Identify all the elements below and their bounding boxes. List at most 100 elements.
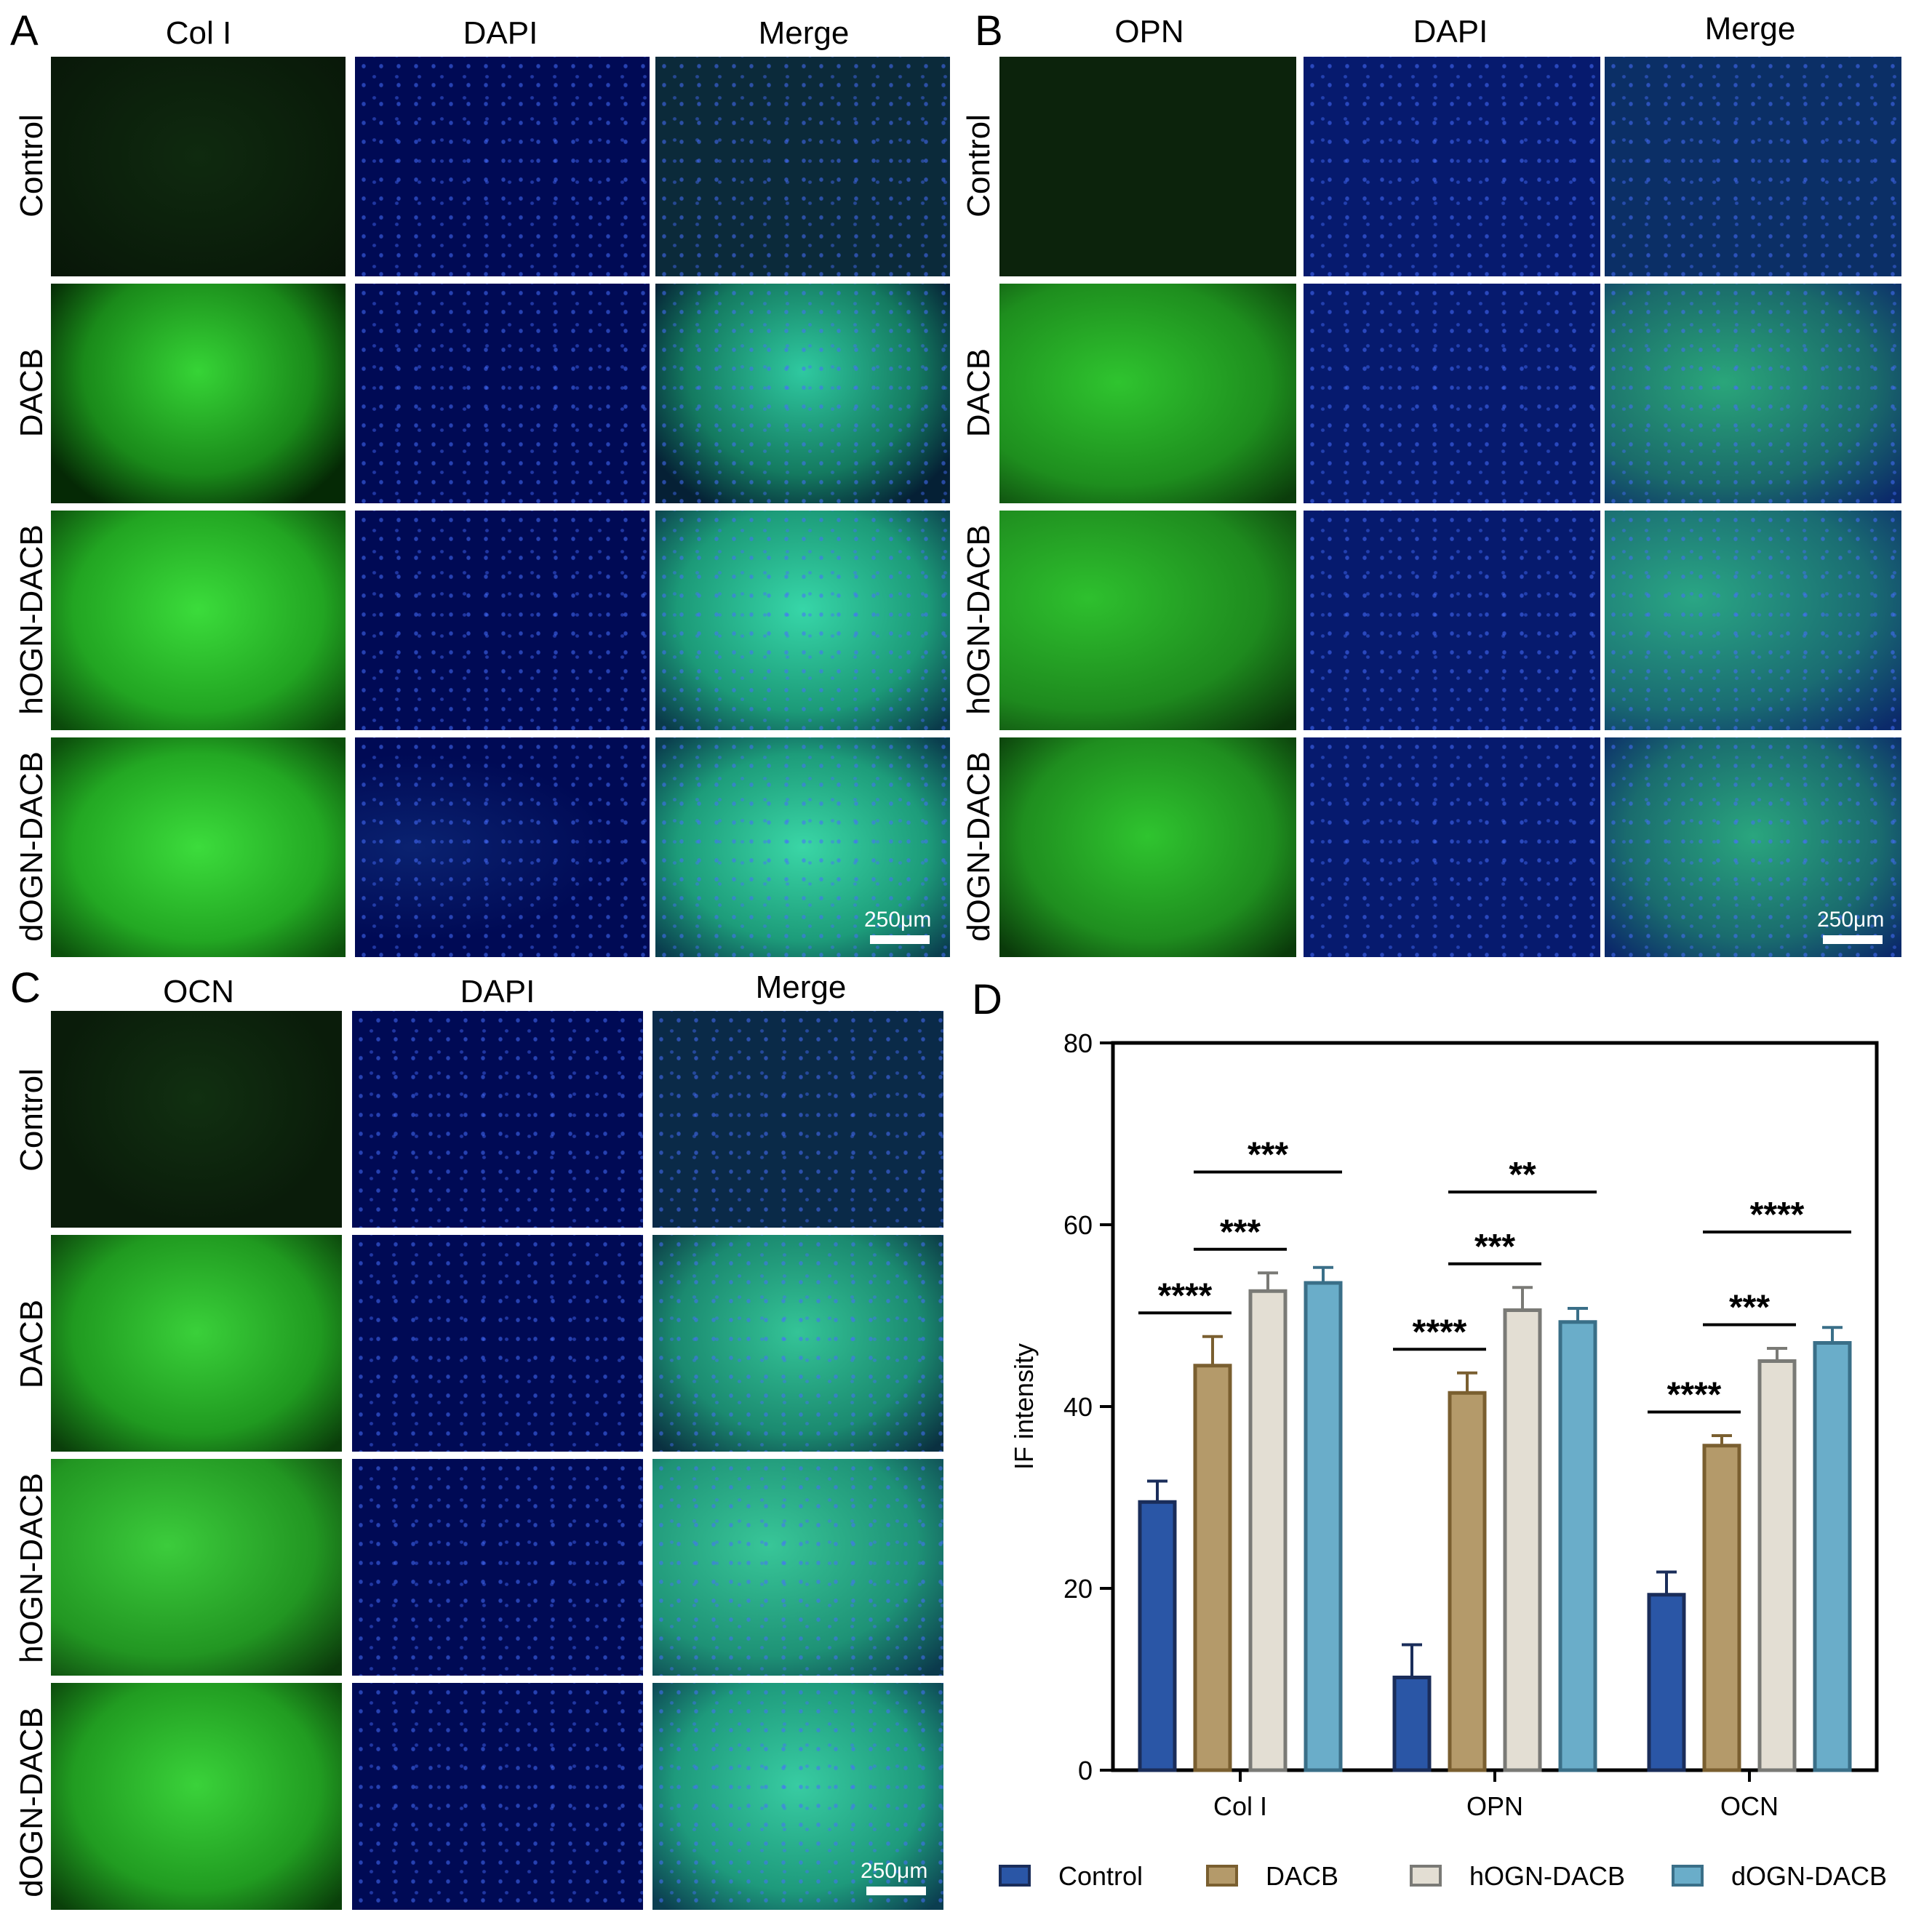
significance-label-4: *** bbox=[1474, 1228, 1515, 1266]
col-label-a-2: DAPI bbox=[463, 15, 538, 51]
image-b-merge-control bbox=[1605, 57, 1901, 276]
significance-label-1: *** bbox=[1220, 1213, 1261, 1252]
col-label-b-1: OPN bbox=[1114, 14, 1184, 49]
bar-0-1 bbox=[1392, 1676, 1432, 1772]
scale-bar-c-line bbox=[866, 1887, 926, 1895]
image-b-dapi-hogn bbox=[1304, 511, 1600, 730]
scale-bar-c-label: 250μm bbox=[861, 1859, 928, 1883]
image-c-dapi-hogn bbox=[352, 1459, 643, 1676]
image-b-opn-control bbox=[999, 57, 1296, 276]
panel-letter-c: C bbox=[10, 964, 41, 1012]
panel-letter-d: D bbox=[972, 976, 1002, 1023]
image-a-dapi-hogn bbox=[355, 511, 650, 730]
col-label-a-1: Col I bbox=[165, 15, 232, 51]
row-label-b-1: Control bbox=[961, 114, 997, 217]
y-tick-label-0: 0 bbox=[1078, 1756, 1093, 1785]
col-label-b-2: DAPI bbox=[1413, 14, 1488, 49]
image-a-dapi-dacb bbox=[355, 284, 650, 503]
row-label-b-4: dOGN-DACB bbox=[961, 751, 997, 942]
image-c-dapi-dogn bbox=[352, 1683, 643, 1910]
image-c-merge-control bbox=[652, 1011, 943, 1228]
image-a-merge-dogn bbox=[655, 737, 950, 957]
row-label-a-2: DACB bbox=[14, 348, 49, 438]
image-b-opn-hogn bbox=[999, 511, 1296, 730]
y-tick-label-2: 40 bbox=[1063, 1392, 1093, 1422]
image-c-dapi-dacb bbox=[352, 1235, 643, 1452]
legend-swatch-3 bbox=[1672, 1865, 1704, 1887]
x-tick-label-2: OCN bbox=[1720, 1791, 1779, 1821]
image-a-merge-dacb bbox=[655, 284, 950, 503]
significance-label-2: *** bbox=[1248, 1136, 1288, 1175]
bar-2-0 bbox=[1248, 1289, 1288, 1772]
image-c-ocn-dogn bbox=[51, 1683, 342, 1910]
row-label-c-2: DACB bbox=[14, 1299, 49, 1389]
legend-label-0: Control bbox=[1058, 1861, 1143, 1891]
image-a-dapi-dogn bbox=[355, 737, 650, 957]
row-label-c-3: hOGN-DACB bbox=[14, 1473, 49, 1663]
scale-bar-a-label: 250μm bbox=[864, 908, 932, 932]
image-b-merge-dacb bbox=[1605, 284, 1901, 503]
bar-1-2 bbox=[1702, 1444, 1741, 1772]
image-b-dapi-dacb bbox=[1304, 284, 1600, 503]
legend-swatch-1 bbox=[1206, 1865, 1238, 1887]
significance-label-7: *** bbox=[1729, 1289, 1770, 1327]
image-a-col1-dogn bbox=[51, 737, 346, 957]
legend-swatch-2 bbox=[1410, 1865, 1442, 1887]
panel-letter-b: B bbox=[975, 7, 1003, 55]
bar-0-0 bbox=[1138, 1500, 1177, 1772]
scale-bar-b-label: 250μm bbox=[1817, 908, 1885, 932]
bar-2-2 bbox=[1757, 1359, 1797, 1772]
y-tick-label-3: 60 bbox=[1063, 1210, 1093, 1240]
scale-bar-a-line bbox=[870, 935, 930, 944]
y-axis-label: IF intensity bbox=[1009, 1343, 1039, 1470]
row-label-a-3: hOGN-DACB bbox=[14, 524, 49, 715]
image-c-merge-hogn bbox=[652, 1459, 943, 1676]
image-c-merge-dogn bbox=[652, 1683, 943, 1910]
row-label-a-4: dOGN-DACB bbox=[14, 751, 49, 942]
y-tick-label-4: 80 bbox=[1063, 1028, 1093, 1058]
col-label-c-2: DAPI bbox=[460, 974, 535, 1009]
row-label-c-4: dOGN-DACB bbox=[14, 1707, 49, 1897]
row-label-b-3: hOGN-DACB bbox=[961, 524, 997, 715]
bar-1-1 bbox=[1448, 1391, 1487, 1772]
legend-swatch-0 bbox=[999, 1865, 1031, 1887]
image-a-col1-dacb bbox=[51, 284, 346, 503]
y-tick-label-1: 20 bbox=[1063, 1574, 1093, 1604]
bar-1-0 bbox=[1193, 1364, 1232, 1772]
panel-letter-a: A bbox=[10, 7, 39, 55]
image-c-dapi-control bbox=[352, 1011, 643, 1228]
significance-label-5: ** bbox=[1509, 1156, 1536, 1194]
scale-bar-b-line bbox=[1823, 935, 1883, 944]
bar-3-2 bbox=[1813, 1341, 1852, 1772]
image-c-ocn-control bbox=[51, 1011, 342, 1228]
image-c-merge-dacb bbox=[652, 1235, 943, 1452]
col-label-a-3: Merge bbox=[758, 15, 850, 51]
image-b-dapi-dogn bbox=[1304, 737, 1600, 957]
col-label-c-1: OCN bbox=[163, 974, 234, 1009]
row-label-b-2: DACB bbox=[961, 348, 997, 438]
image-a-col1-control bbox=[51, 57, 346, 276]
image-b-opn-dogn bbox=[999, 737, 1296, 957]
x-tick-label-1: OPN bbox=[1466, 1791, 1523, 1821]
col-label-c-3: Merge bbox=[755, 969, 847, 1005]
bar-0-2 bbox=[1647, 1593, 1686, 1772]
image-a-merge-control bbox=[655, 57, 950, 276]
significance-label-0: **** bbox=[1158, 1276, 1213, 1315]
row-label-a-1: Control bbox=[14, 114, 49, 217]
legend-label-3: dOGN-DACB bbox=[1731, 1861, 1887, 1891]
image-c-ocn-hogn bbox=[51, 1459, 342, 1676]
x-tick-label-0: Col I bbox=[1213, 1791, 1267, 1821]
col-label-b-3: Merge bbox=[1704, 11, 1796, 47]
image-b-opn-dacb bbox=[999, 284, 1296, 503]
bar-3-0 bbox=[1304, 1281, 1343, 1772]
image-b-dapi-control bbox=[1304, 57, 1600, 276]
image-a-dapi-control bbox=[355, 57, 650, 276]
significance-label-3: **** bbox=[1413, 1313, 1467, 1351]
image-b-merge-dogn bbox=[1605, 737, 1901, 957]
image-a-merge-hogn bbox=[655, 511, 950, 730]
significance-label-8: **** bbox=[1750, 1196, 1805, 1234]
image-a-col1-hogn bbox=[51, 511, 346, 730]
bar-2-1 bbox=[1503, 1308, 1542, 1772]
row-label-c-1: Control bbox=[14, 1068, 49, 1172]
